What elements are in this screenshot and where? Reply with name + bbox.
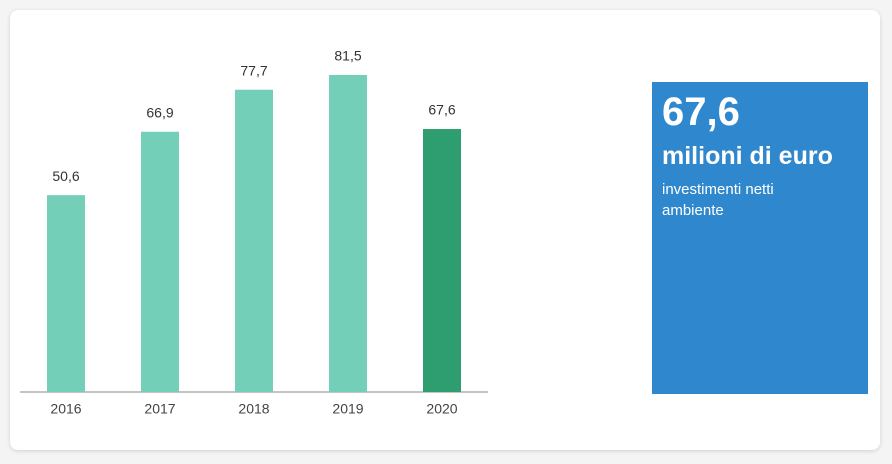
callout-panel: 67,6 milioni di euro investimenti netti …: [652, 82, 868, 394]
value-label: 67,6: [428, 102, 455, 118]
bar: [423, 129, 461, 392]
value-label: 77,7: [240, 62, 267, 78]
callout-caption: investimenti netti ambiente: [662, 181, 774, 219]
value-label: 66,9: [146, 104, 173, 120]
x-tick-label: 2018: [238, 401, 269, 417]
callout-value: 67,6: [662, 90, 740, 134]
bar: [47, 195, 85, 392]
value-label: 81,5: [334, 48, 361, 64]
x-tick-label: 2019: [332, 401, 363, 417]
value-label: 50,6: [52, 168, 79, 184]
x-tick-label: 2017: [144, 401, 175, 417]
bar: [329, 74, 367, 392]
x-tick-label: 2020: [426, 401, 457, 417]
callout-unit: milioni di euro: [662, 142, 833, 170]
x-tick-label: 2016: [50, 401, 81, 417]
bar: [235, 89, 273, 392]
bar: [141, 131, 179, 392]
